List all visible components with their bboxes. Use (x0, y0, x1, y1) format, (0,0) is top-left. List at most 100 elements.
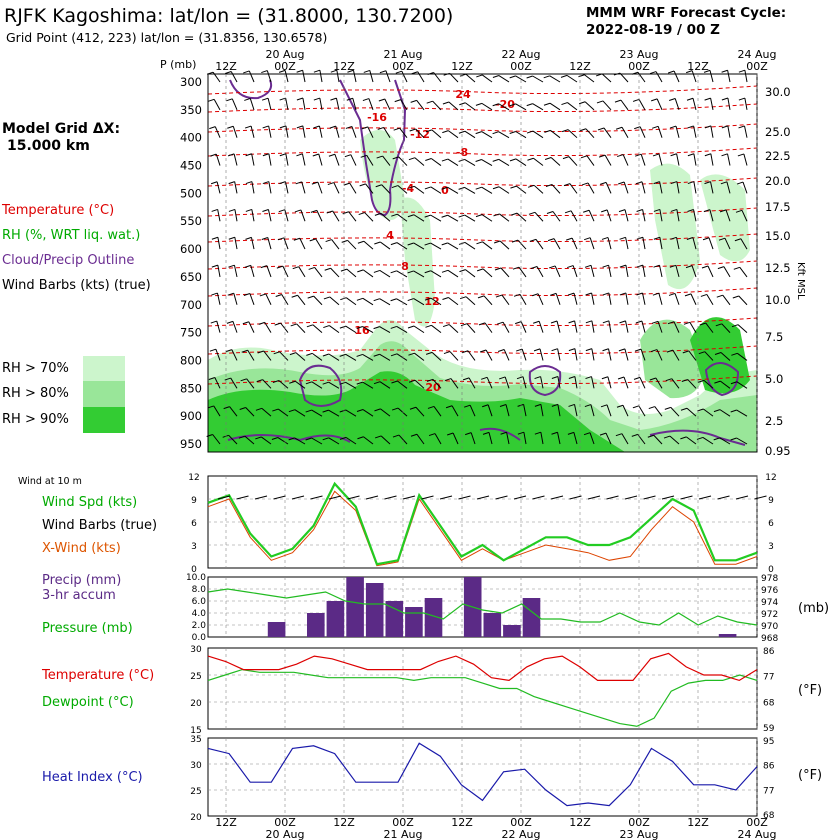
wind-barb-flag (275, 294, 282, 298)
wind-barb (533, 184, 544, 194)
wind-barb-flag (296, 153, 303, 157)
wind-barb-flag (210, 181, 218, 185)
wind-barb (431, 158, 442, 166)
wind-barb (742, 181, 748, 194)
heat-ytick-f: 86 (763, 762, 775, 772)
rh-shade-6 (400, 197, 435, 327)
wind-barb-flag (563, 183, 571, 187)
wind-barb (503, 349, 510, 361)
wind-barb-flag (294, 209, 302, 213)
wind-barb (584, 74, 595, 83)
wind-barb-flag (601, 236, 609, 240)
model-grid-label: Model Grid ΔX: (2, 121, 120, 137)
wind-barb-flag (633, 376, 641, 380)
wind-barb-flag (395, 70, 402, 74)
wind-barb (589, 432, 595, 445)
precip-bar (326, 601, 345, 637)
wind-barb-flag (736, 181, 744, 185)
wind-barb (432, 100, 442, 111)
wind-barb (316, 210, 323, 222)
legend-rh90: RH > 90% (2, 412, 69, 427)
wind-barb-flag (289, 352, 297, 356)
wind-barb-flag (241, 349, 248, 353)
wind-barb-flag (651, 98, 658, 102)
wind-barb-flag (310, 209, 317, 213)
wind-barb-flag (408, 185, 415, 189)
wind-barb-flag (549, 265, 556, 269)
wind-barb-flag (305, 409, 312, 413)
wind-barb-flag (407, 325, 415, 329)
wind-barb-flag (379, 70, 387, 74)
bottom-time-tick: 00Z (746, 816, 768, 829)
wind-barb-flag (686, 70, 693, 74)
cloud-outline-3 (528, 365, 562, 397)
wind-barb (396, 270, 408, 278)
wind-barb (482, 241, 493, 250)
wind-barb (603, 127, 612, 138)
wind-barb (523, 432, 527, 445)
wind-barb (416, 433, 425, 445)
wind-barb-flag (715, 323, 722, 327)
wind-barb-flag (597, 127, 605, 131)
wind-barb-flag (278, 69, 286, 73)
top-time-tick: 00Z (392, 60, 414, 73)
wind-barb (703, 379, 714, 389)
bottom-time-tick: 12Z (333, 816, 355, 829)
wind-barb-flag (306, 324, 314, 328)
wind-barb-flag (475, 102, 483, 106)
precip-ytick: 4.0 (192, 609, 207, 619)
wind-barb (727, 70, 731, 83)
wind-barb-flag (734, 238, 742, 242)
wind-barb (481, 131, 493, 139)
wind-barb-flag (478, 322, 486, 326)
wind-barb (362, 354, 374, 361)
wind-barb-flag (493, 240, 501, 244)
wind-barb-flag (663, 435, 671, 439)
wind-barb (266, 265, 272, 278)
wind-barb (345, 436, 357, 445)
wind-barb (296, 323, 306, 333)
temp-ytick-f: 77 (763, 673, 774, 683)
wind-barb (335, 98, 340, 110)
wind-barb-flag (292, 266, 299, 270)
top-date: 20 Aug (266, 48, 305, 61)
precip-ytick: 8.0 (192, 585, 207, 595)
legend-wind-barbs-true: Wind Barbs (true) (42, 518, 157, 533)
pressure-ytick: 968 (761, 634, 778, 644)
wind-barb-flag (578, 74, 585, 78)
precip-bar (267, 622, 286, 637)
wind-barb-flag (598, 154, 606, 158)
wind-barb (723, 266, 731, 278)
wind-barb-flag (614, 99, 622, 103)
wind-barb (397, 185, 408, 194)
wind-barb-flag (683, 321, 691, 325)
wind-barb (229, 406, 238, 417)
wind-barb-flag (357, 240, 365, 244)
surface-wind-barb (587, 495, 601, 500)
legend-swatch-rh90 (83, 407, 125, 433)
wind-barb-flag (547, 238, 555, 242)
wind-barb-flag (259, 293, 266, 297)
wind-barb (319, 97, 323, 110)
wind-barb-flag (482, 404, 489, 408)
wind-barb (555, 293, 561, 305)
legend-rh80: RH > 80% (2, 386, 69, 401)
wind-barb (268, 153, 272, 166)
wind-barb-flag (409, 128, 416, 132)
wind-barb-flag (682, 350, 689, 354)
wind-barb (657, 321, 663, 333)
wind-barb (363, 436, 374, 445)
wind-barb (659, 209, 663, 222)
precip-bar (385, 601, 404, 637)
wind-barb (707, 265, 714, 278)
wind-barb-flag (579, 128, 587, 132)
wind-barb (710, 181, 714, 194)
wind-barb (216, 292, 221, 305)
wind-barb-flag (356, 381, 363, 385)
wind-barb (686, 407, 697, 417)
wind-barb (352, 98, 357, 110)
wind-barb-flag (596, 100, 604, 104)
wind-barb (550, 130, 561, 139)
wind-barb (693, 209, 697, 222)
wind-barb-flag (687, 153, 695, 157)
